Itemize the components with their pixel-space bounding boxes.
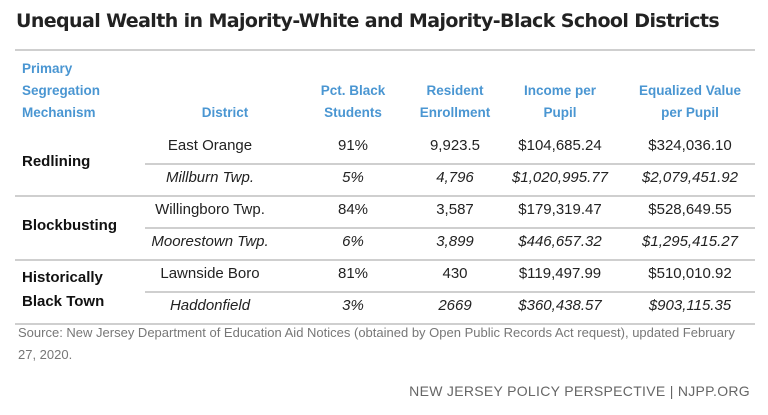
cell-pct: 5% — [342, 169, 364, 186]
mechanism-label: Historically Black Town — [22, 266, 104, 314]
cell-income: $179,319.47 — [518, 201, 602, 218]
mechanism-line: Redlining — [22, 153, 91, 170]
header-enrollment: Resident Enrollment — [390, 80, 520, 124]
cell-income: $1,020,995.77 — [512, 169, 608, 186]
mechanism-line: Black Town — [22, 293, 105, 310]
header-line: per Pupil — [661, 105, 719, 120]
cell-district: Willingboro Twp. — [155, 201, 265, 218]
cell-equalized: $2,079,451.92 — [642, 169, 738, 186]
cell-pct: 81% — [337, 265, 369, 282]
group-divider — [15, 259, 755, 261]
cell-district: Haddonfield — [169, 297, 251, 314]
header-line: Primary — [22, 61, 73, 76]
header-mechanism: Primary Segregation Mechanism — [22, 58, 100, 124]
cell-pct: 84% — [337, 201, 369, 218]
cell-district: Millburn Twp. — [165, 169, 255, 186]
cell-enrollment: 3,899 — [436, 233, 474, 250]
cell-district: East Orange — [167, 137, 253, 154]
header-line: Enrollment — [419, 105, 491, 120]
header-line: Equalized Value — [638, 83, 742, 98]
cell-income: $360,438.57 — [518, 297, 602, 314]
header-income: Income per Pupil — [495, 80, 625, 124]
source-note: Source: New Jersey Department of Educati… — [18, 325, 735, 362]
mechanism-line: Historically — [22, 269, 103, 286]
row-divider — [145, 291, 755, 293]
mechanism-label: Blockbusting — [22, 214, 117, 238]
row-divider — [145, 163, 755, 165]
header-pct: Pct. Black Students — [288, 80, 418, 124]
cell-equalized: $528,649.55 — [648, 201, 732, 218]
cell-equalized: $510,010.92 — [648, 265, 732, 282]
cell-equalized: $324,036.10 — [648, 137, 732, 154]
cell-pct: 91% — [337, 137, 369, 154]
cell-district: Moorestown Twp. — [151, 233, 269, 250]
group-divider — [15, 195, 755, 197]
footer-credit: NEW JERSEY POLICY PERSPECTIVE | NJPP.ORG — [409, 383, 750, 399]
header-line: Segregation — [22, 83, 101, 98]
top-rule — [15, 49, 755, 51]
header-line: Income per — [523, 83, 597, 98]
header-equalized: Equalized Value per Pupil — [625, 80, 755, 124]
header-line: Pupil — [543, 105, 577, 120]
header-line: Resident — [426, 83, 484, 98]
mechanism-label: Redlining — [22, 150, 90, 174]
row-divider — [145, 227, 755, 229]
cell-pct: 3% — [342, 297, 364, 314]
cell-income: $446,657.32 — [518, 233, 602, 250]
cell-income: $104,685.24 — [518, 137, 602, 154]
header-line: Pct. Black — [320, 83, 386, 98]
cell-district: Lawnside Boro — [160, 265, 260, 282]
header-line: Students — [324, 105, 382, 120]
header-line: Mechanism — [22, 105, 96, 120]
cell-enrollment: 430 — [442, 265, 468, 282]
mechanism-line: Blockbusting — [22, 217, 118, 234]
cell-pct: 6% — [342, 233, 364, 250]
cell-equalized: $903,115.35 — [648, 297, 732, 314]
cell-equalized: $1,295,415.27 — [642, 233, 738, 250]
cell-income: $119,497.99 — [518, 265, 602, 282]
cell-enrollment: 2669 — [438, 297, 472, 314]
header-district: District — [201, 105, 249, 120]
table-title: Unequal Wealth in Majority-White and Maj… — [16, 10, 720, 32]
cell-enrollment: 3,587 — [436, 201, 474, 218]
cell-enrollment: 4,796 — [436, 169, 474, 186]
group-divider — [15, 323, 755, 325]
cell-enrollment: 9,923.5 — [429, 137, 481, 154]
